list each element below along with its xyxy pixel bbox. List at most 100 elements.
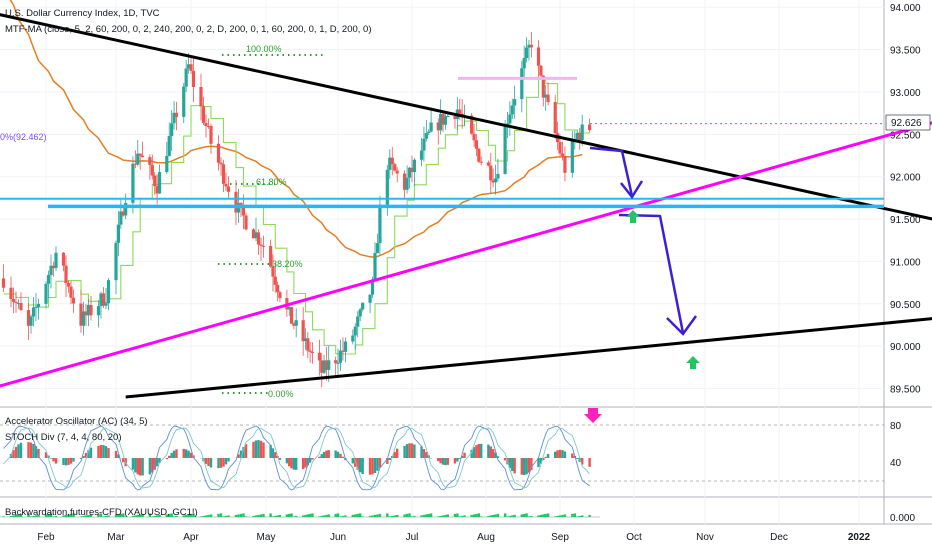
candle-body[interactable] bbox=[61, 252, 66, 266]
candle-body[interactable] bbox=[370, 279, 375, 295]
candle-body[interactable] bbox=[486, 162, 490, 166]
candle-body[interactable] bbox=[49, 265, 53, 276]
candle-body[interactable] bbox=[81, 311, 86, 326]
candle-body[interactable] bbox=[261, 245, 266, 247]
oscillator-pane[interactable] bbox=[0, 408, 884, 491]
candle-body[interactable] bbox=[157, 172, 162, 194]
candle-body[interactable] bbox=[141, 155, 145, 158]
candle-body[interactable] bbox=[287, 307, 291, 310]
candle-body[interactable] bbox=[570, 139, 574, 173]
stoch-legend[interactable]: STOCH Div (7, 4, 4, 80, 20) bbox=[5, 432, 122, 443]
candle-body[interactable] bbox=[96, 306, 101, 316]
candle-body[interactable] bbox=[226, 186, 231, 192]
candle-body[interactable] bbox=[184, 68, 188, 87]
candle-body[interactable] bbox=[241, 205, 246, 216]
candle-body[interactable] bbox=[439, 113, 443, 131]
candle-body[interactable] bbox=[276, 284, 280, 293]
candle-body[interactable] bbox=[412, 159, 416, 173]
candle-body[interactable] bbox=[541, 75, 545, 98]
candle-body[interactable] bbox=[16, 302, 21, 304]
candle-body[interactable] bbox=[14, 301, 18, 303]
candle-body[interactable] bbox=[341, 350, 345, 352]
mtf-ma-legend[interactable]: MTF-MA (close, 5, 2, 60, 200, 0, 2, 240,… bbox=[5, 24, 371, 35]
candle-body[interactable] bbox=[436, 122, 440, 131]
candle-body[interactable] bbox=[322, 360, 326, 373]
candle-body[interactable] bbox=[106, 280, 111, 304]
candle-body[interactable] bbox=[1, 278, 6, 288]
candle-body[interactable] bbox=[46, 275, 51, 284]
candle-body[interactable] bbox=[148, 157, 152, 166]
candle-body[interactable] bbox=[150, 165, 154, 176]
candle-body[interactable] bbox=[310, 351, 315, 353]
candle-body[interactable] bbox=[578, 133, 582, 141]
candle-body[interactable] bbox=[131, 163, 135, 203]
candle-body[interactable] bbox=[301, 320, 305, 342]
candle-body[interactable] bbox=[429, 122, 433, 132]
candle-body[interactable] bbox=[29, 316, 33, 326]
candle-body[interactable] bbox=[393, 164, 397, 171]
candle-body[interactable] bbox=[324, 360, 328, 370]
candle-body[interactable] bbox=[336, 362, 340, 364]
candle-body[interactable] bbox=[356, 316, 360, 327]
candle-body[interactable] bbox=[99, 293, 103, 307]
candle-body[interactable] bbox=[385, 169, 389, 205]
candle-body[interactable] bbox=[256, 232, 261, 245]
candle-body[interactable] bbox=[358, 309, 362, 317]
candle-body[interactable] bbox=[553, 102, 557, 134]
candle-body[interactable] bbox=[539, 65, 543, 76]
candle-body[interactable] bbox=[407, 167, 412, 178]
orange-moving-average[interactable] bbox=[0, 0, 583, 258]
candle-body[interactable] bbox=[474, 140, 479, 149]
candle-body[interactable] bbox=[244, 215, 248, 230]
candle-body[interactable] bbox=[138, 153, 142, 156]
candle-body[interactable] bbox=[191, 70, 196, 88]
backwardation-legend[interactable]: Backwardation,futures-CFD (XAUUSD, GC1!) bbox=[5, 507, 198, 518]
candle-body[interactable] bbox=[204, 122, 208, 126]
candle-body[interactable] bbox=[446, 116, 450, 118]
candle-body[interactable] bbox=[560, 153, 565, 156]
symbol-legend[interactable]: U.S. Dollar Currency Index, 1D, TVC bbox=[5, 8, 160, 19]
backwardation-pane[interactable] bbox=[0, 513, 600, 518]
stoch-d-line[interactable] bbox=[3, 427, 590, 489]
candle-body[interactable] bbox=[119, 211, 123, 225]
ac-legend[interactable]: Accelerator Oscillator (AC) (34, 5) bbox=[5, 416, 148, 427]
candle-body[interactable] bbox=[327, 360, 331, 370]
candle-body[interactable] bbox=[317, 352, 322, 361]
candle-body[interactable] bbox=[289, 307, 294, 324]
candle-body[interactable] bbox=[508, 114, 512, 124]
candle-body[interactable] bbox=[522, 58, 526, 69]
candle-body[interactable] bbox=[477, 148, 481, 162]
candle-body[interactable] bbox=[443, 116, 448, 125]
candle-body[interactable] bbox=[254, 232, 258, 239]
candle-body[interactable] bbox=[580, 124, 584, 141]
ascending-support-line[interactable] bbox=[0, 121, 932, 389]
candle-body[interactable] bbox=[361, 302, 365, 310]
candle-body[interactable] bbox=[116, 224, 121, 243]
candle-body[interactable] bbox=[44, 283, 48, 304]
candle-body[interactable] bbox=[544, 94, 548, 98]
candle-body[interactable] bbox=[403, 173, 407, 190]
candle-body[interactable] bbox=[170, 123, 174, 137]
candle-body[interactable] bbox=[155, 186, 159, 194]
candle-body[interactable] bbox=[219, 162, 223, 165]
candle-body[interactable] bbox=[395, 170, 399, 174]
candle-body[interactable] bbox=[536, 47, 541, 66]
candle-body[interactable] bbox=[405, 177, 409, 190]
candle-body[interactable] bbox=[201, 106, 206, 123]
candle-body[interactable] bbox=[259, 244, 263, 246]
candle-body[interactable] bbox=[338, 350, 343, 363]
candle-body[interactable] bbox=[496, 173, 500, 179]
candle-body[interactable] bbox=[479, 161, 483, 163]
candle-body[interactable] bbox=[167, 136, 171, 156]
candle-body[interactable] bbox=[133, 163, 137, 165]
candle-body[interactable] bbox=[306, 338, 310, 351]
candle-body[interactable] bbox=[278, 292, 282, 299]
candle-body[interactable] bbox=[114, 242, 118, 281]
candle-body[interactable] bbox=[26, 310, 31, 326]
candle-body[interactable] bbox=[378, 204, 382, 244]
candle-body[interactable] bbox=[558, 142, 562, 154]
candle-body[interactable] bbox=[124, 202, 128, 216]
candle-body[interactable] bbox=[121, 211, 125, 216]
candle-body[interactable] bbox=[513, 99, 517, 106]
candle-body[interactable] bbox=[419, 150, 424, 160]
